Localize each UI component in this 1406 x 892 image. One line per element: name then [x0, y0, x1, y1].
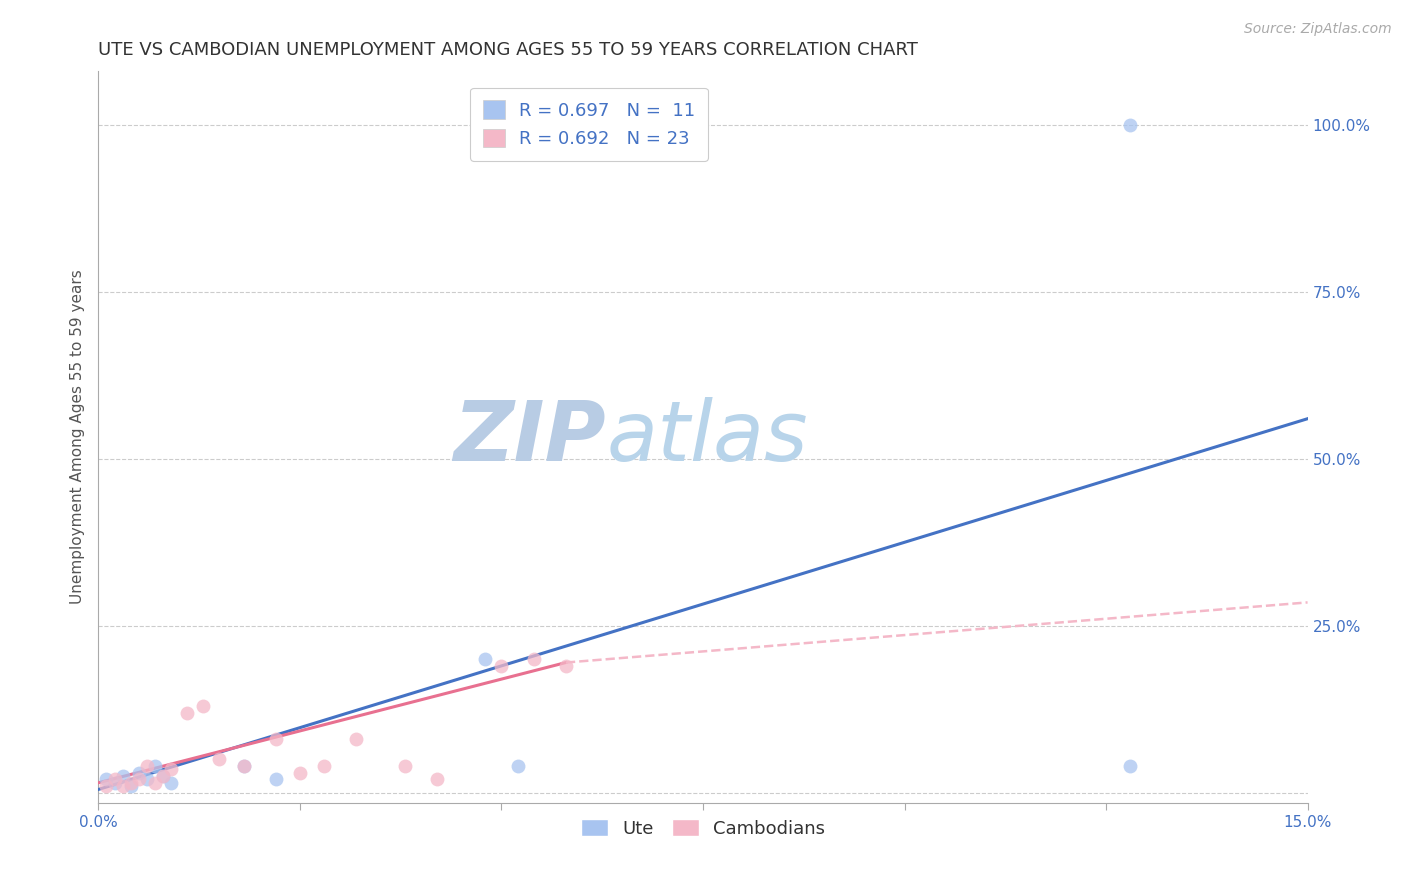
Point [135, 772, 157, 787]
Point [143, 776, 166, 790]
Point [344, 732, 367, 747]
Point [160, 763, 183, 777]
Point [474, 652, 496, 666]
Point [111, 779, 134, 793]
Point [394, 759, 416, 773]
Point [264, 732, 287, 747]
Text: atlas: atlas [606, 397, 808, 477]
Point [103, 776, 125, 790]
Point [152, 769, 174, 783]
Point [128, 765, 150, 780]
Point [120, 776, 142, 790]
Point [176, 706, 198, 720]
Point [103, 772, 125, 787]
Point [111, 769, 134, 783]
Point [135, 759, 157, 773]
Point [193, 698, 215, 713]
Y-axis label: Unemployment Among Ages 55 to 59 years: Unemployment Among Ages 55 to 59 years [69, 269, 84, 605]
Point [96, 772, 118, 787]
Point [491, 658, 513, 673]
Point [523, 652, 546, 666]
Text: UTE VS CAMBODIAN UNEMPLOYMENT AMONG AGES 55 TO 59 YEARS CORRELATION CHART: UTE VS CAMBODIAN UNEMPLOYMENT AMONG AGES… [98, 41, 918, 59]
Point [120, 779, 142, 793]
Text: ZIP: ZIP [454, 397, 606, 477]
Point [128, 772, 150, 787]
Point [264, 772, 287, 787]
Point [1119, 759, 1142, 773]
Point [232, 759, 254, 773]
Point [506, 759, 529, 773]
Point [288, 765, 311, 780]
Point [1119, 118, 1142, 132]
Point [232, 759, 254, 773]
Point [555, 658, 578, 673]
Point [96, 779, 118, 793]
Legend: Ute, Cambodians: Ute, Cambodians [574, 813, 832, 845]
Point [160, 776, 183, 790]
Point [143, 759, 166, 773]
Point [314, 759, 336, 773]
Point [426, 772, 449, 787]
Point [152, 769, 174, 783]
Text: Source: ZipAtlas.com: Source: ZipAtlas.com [1244, 22, 1392, 37]
Point [208, 752, 231, 766]
